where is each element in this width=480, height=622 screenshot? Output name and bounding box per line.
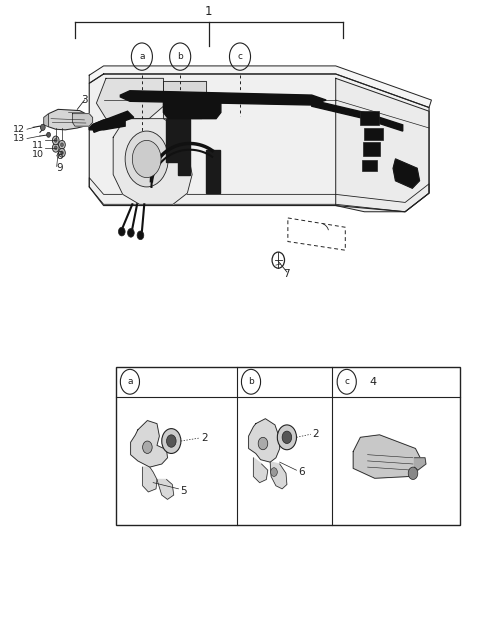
Circle shape — [47, 132, 50, 137]
FancyBboxPatch shape — [364, 128, 383, 141]
Circle shape — [282, 431, 292, 443]
Text: 2: 2 — [312, 429, 319, 439]
Polygon shape — [253, 458, 268, 483]
Circle shape — [119, 227, 125, 236]
Text: b: b — [248, 378, 254, 386]
Text: c: c — [238, 52, 242, 61]
Polygon shape — [89, 66, 432, 108]
FancyBboxPatch shape — [362, 160, 377, 172]
Circle shape — [162, 429, 181, 453]
Bar — [116, 367, 460, 525]
Text: a: a — [139, 52, 144, 61]
Polygon shape — [96, 78, 163, 119]
Text: 3: 3 — [81, 95, 88, 105]
Text: 2: 2 — [202, 433, 208, 443]
Polygon shape — [178, 119, 190, 175]
Circle shape — [277, 425, 297, 450]
Polygon shape — [72, 114, 93, 126]
Circle shape — [143, 441, 152, 453]
Polygon shape — [89, 120, 125, 130]
FancyBboxPatch shape — [360, 111, 379, 125]
Polygon shape — [163, 81, 206, 119]
Polygon shape — [89, 74, 429, 211]
Text: 6: 6 — [298, 467, 304, 477]
Text: a: a — [127, 378, 132, 386]
Polygon shape — [157, 480, 174, 499]
Polygon shape — [206, 150, 220, 193]
Polygon shape — [336, 78, 429, 211]
Polygon shape — [393, 159, 420, 188]
Circle shape — [59, 141, 65, 149]
Circle shape — [40, 124, 45, 131]
Circle shape — [52, 136, 59, 145]
Circle shape — [128, 228, 134, 237]
Polygon shape — [163, 95, 221, 119]
Text: 10: 10 — [32, 150, 44, 159]
Text: c: c — [344, 378, 349, 386]
Polygon shape — [143, 467, 157, 492]
Text: 7: 7 — [284, 269, 290, 279]
Circle shape — [271, 468, 277, 476]
Polygon shape — [44, 114, 48, 127]
Circle shape — [258, 437, 268, 450]
Polygon shape — [414, 458, 426, 470]
Polygon shape — [120, 91, 326, 105]
Circle shape — [54, 139, 57, 142]
Circle shape — [408, 467, 418, 480]
Circle shape — [137, 231, 144, 239]
Polygon shape — [249, 419, 280, 462]
Polygon shape — [113, 119, 192, 204]
Text: 5: 5 — [180, 486, 187, 496]
Polygon shape — [92, 111, 134, 132]
Text: 8: 8 — [57, 151, 63, 161]
Circle shape — [59, 149, 65, 157]
Polygon shape — [131, 420, 168, 467]
Text: 9: 9 — [57, 164, 63, 174]
Circle shape — [54, 146, 57, 150]
Circle shape — [132, 141, 161, 178]
Circle shape — [60, 151, 63, 155]
Text: 12: 12 — [12, 125, 24, 134]
Circle shape — [167, 435, 176, 447]
Circle shape — [125, 131, 168, 187]
Text: 1: 1 — [205, 4, 213, 17]
FancyBboxPatch shape — [363, 142, 380, 156]
Circle shape — [52, 144, 59, 152]
Polygon shape — [270, 462, 287, 489]
Text: 11: 11 — [32, 141, 44, 150]
Text: b: b — [177, 52, 183, 61]
Polygon shape — [166, 119, 178, 162]
Text: 13: 13 — [12, 134, 24, 143]
Circle shape — [60, 143, 63, 147]
Polygon shape — [44, 109, 92, 130]
Polygon shape — [312, 100, 403, 131]
Text: 4: 4 — [370, 377, 377, 387]
Polygon shape — [353, 435, 420, 478]
